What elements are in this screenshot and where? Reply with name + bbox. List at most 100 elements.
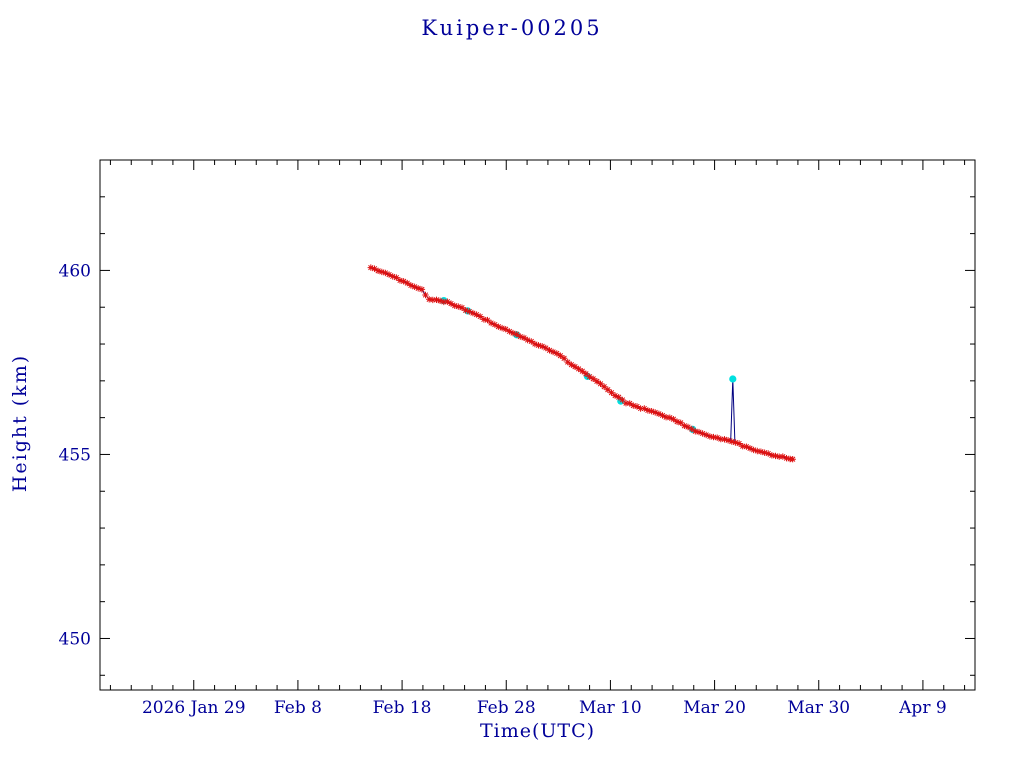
measurement-marker (509, 329, 517, 337)
measurement-marker (367, 264, 374, 271)
measurement-marker (524, 336, 531, 344)
measurement-marker (746, 445, 754, 452)
measurement-marker (385, 271, 393, 278)
measurement-marker (761, 449, 768, 456)
measurement-marker (564, 358, 571, 366)
measurement-marker (553, 350, 560, 357)
measurement-marker (462, 307, 469, 314)
measurement-marker (593, 378, 601, 385)
measurement-marker (415, 285, 422, 292)
measurement-marker (590, 375, 597, 382)
measurement-marker (789, 456, 796, 463)
measurement-marker (371, 265, 378, 272)
measurement-marker (644, 407, 652, 414)
measurement-marker (473, 311, 480, 318)
y-tick-label: 450 (59, 629, 91, 649)
measurement-marker (757, 448, 765, 455)
measurement-marker (662, 414, 670, 421)
flagged-point (729, 375, 737, 383)
measurement-marker (396, 277, 404, 284)
measurement-marker (458, 304, 466, 311)
measurement-marker (451, 302, 458, 309)
height-trend-line (370, 267, 793, 460)
measurement-marker (703, 431, 710, 439)
measurement-marker (779, 453, 786, 460)
x-tick-label: Feb 28 (477, 698, 536, 718)
measurement-marker (673, 418, 681, 425)
measurement-marker (517, 333, 524, 340)
measurement-marker (655, 410, 663, 417)
measurement-marker (557, 352, 564, 359)
x-tick-label: 2026 Jan 29 (142, 698, 246, 718)
measurement-marker (404, 279, 411, 287)
measurement-marker (714, 434, 721, 441)
measurement-marker (743, 443, 750, 450)
measurement-marker (546, 347, 553, 354)
measurement-marker (615, 394, 622, 401)
measurement-marker (407, 282, 415, 289)
measurement-marker (692, 428, 699, 435)
measurement-marker (601, 383, 608, 390)
measurement-marker (568, 361, 575, 368)
measurement-marker (378, 268, 385, 276)
measurement-marker (739, 443, 746, 450)
measurement-marker (684, 423, 692, 431)
measurement-marker (418, 286, 426, 293)
measurement-marker (422, 291, 429, 299)
measurement-marker (765, 450, 772, 457)
measurement-marker (382, 269, 389, 277)
x-tick-label: Mar 10 (579, 698, 642, 718)
measurement-marker (641, 405, 648, 412)
measurement-marker (582, 370, 590, 377)
measurement-marker (469, 309, 477, 317)
measurement-marker (495, 323, 502, 330)
measurement-marker (539, 343, 546, 350)
measurement-marker (608, 389, 615, 396)
measurement-marker (783, 455, 790, 462)
measurement-marker (535, 342, 542, 349)
measurement-marker (670, 416, 677, 423)
measurement-marker (571, 363, 579, 370)
measurement-marker (426, 296, 433, 303)
measurement-marker (491, 321, 498, 328)
measurement-marker (611, 392, 619, 399)
measurement-marker (652, 409, 659, 416)
measurement-marker (735, 440, 743, 447)
measurement-marker (477, 313, 484, 320)
measurement-marker (498, 324, 506, 332)
x-tick-label: Feb 18 (373, 698, 432, 718)
measurement-marker (506, 328, 513, 335)
measurement-marker (721, 436, 728, 443)
measurement-marker (575, 365, 582, 373)
measurement-marker (677, 419, 684, 426)
measurement-marker (411, 283, 418, 290)
measurement-marker (772, 452, 779, 460)
measurement-marker (447, 300, 455, 307)
measurement-marker (549, 348, 557, 356)
measurement-marker (728, 438, 735, 445)
x-tick-label: Mar 20 (683, 698, 746, 718)
plot-frame (99, 159, 976, 691)
measurement-marker (681, 422, 688, 429)
measurement-marker (513, 331, 520, 338)
measurement-marker (579, 368, 586, 375)
measurement-marker (433, 296, 440, 303)
measurement-marker (659, 412, 666, 419)
measurement-marker (699, 430, 706, 437)
measurement-marker (717, 435, 724, 443)
measurement-marker (528, 338, 535, 345)
measurement-marker (374, 267, 382, 274)
measurement-marker (637, 405, 644, 412)
y-tick-label: 455 (59, 445, 91, 465)
measurement-marker (604, 386, 611, 393)
measurement-marker (560, 355, 568, 362)
measurement-marker (455, 303, 462, 310)
measurement-marker (436, 297, 444, 304)
measurement-marker (444, 298, 451, 305)
measurement-marker (706, 433, 714, 440)
measurement-marker (597, 380, 604, 387)
measurement-marker (666, 414, 673, 421)
measurement-marker (776, 453, 783, 460)
